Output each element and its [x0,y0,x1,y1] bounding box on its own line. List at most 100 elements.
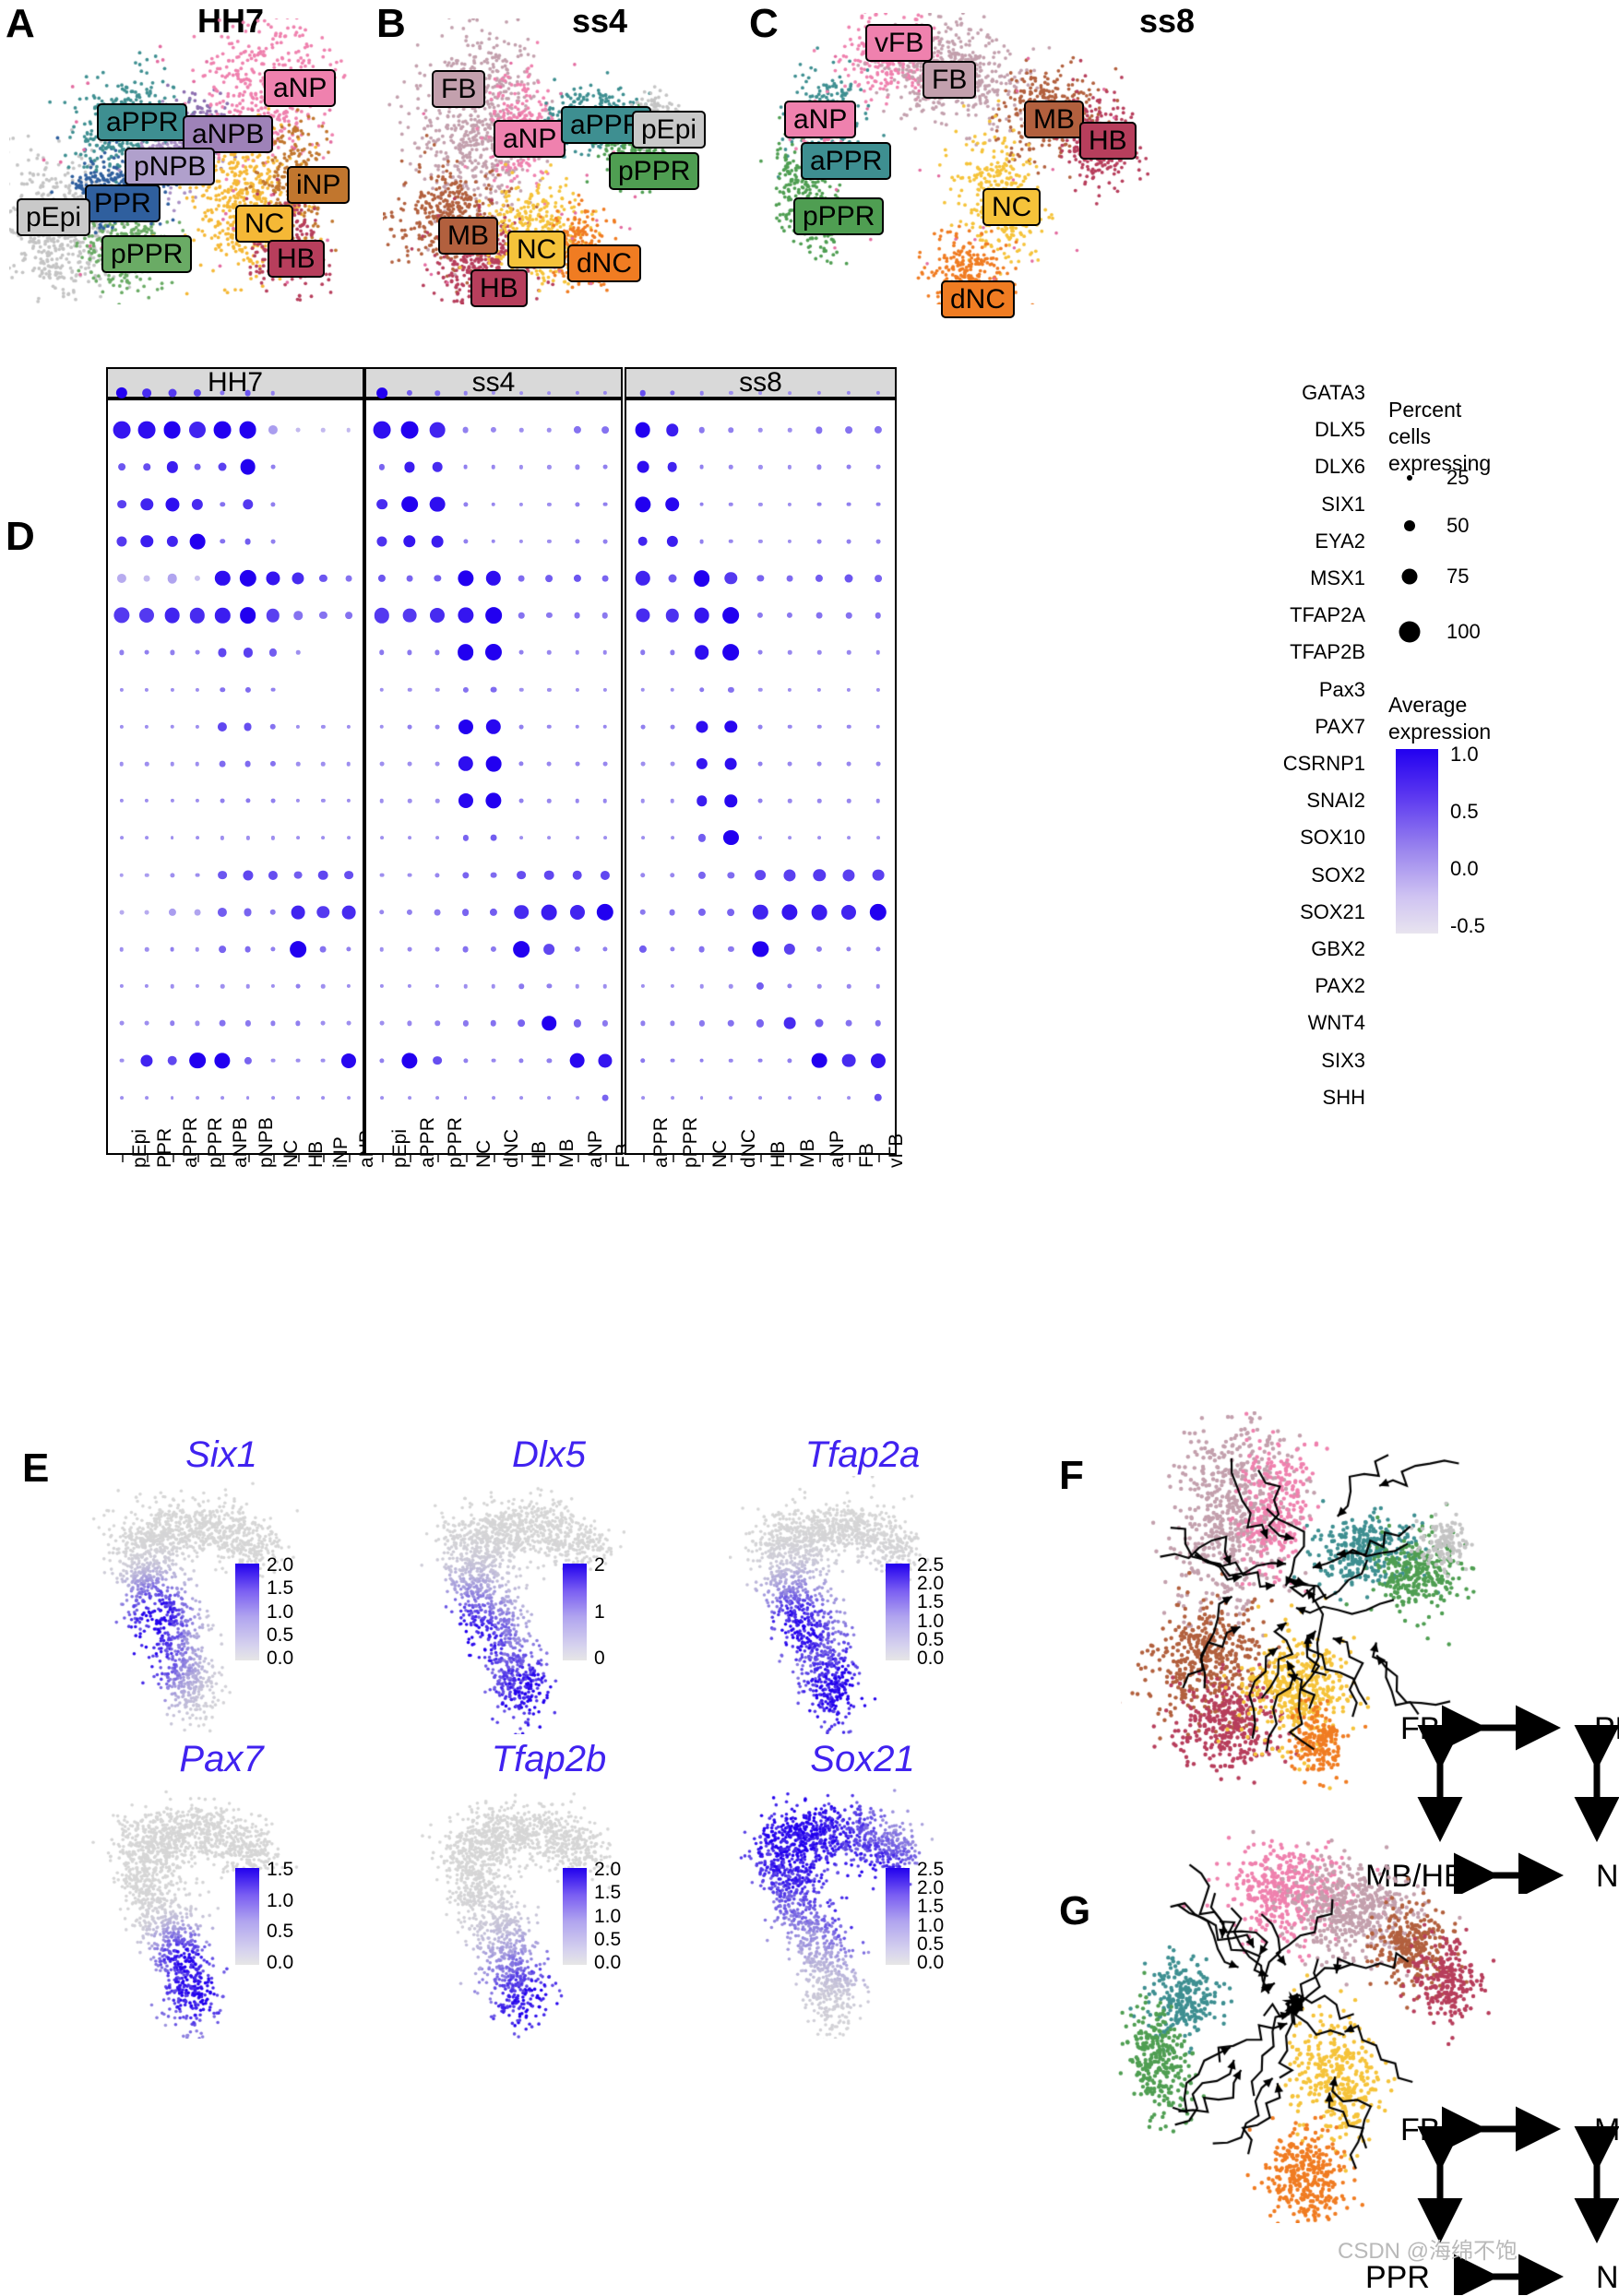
dotplot-dot [145,1095,149,1100]
dotplot-dot [666,535,678,547]
dotplot-dot [379,761,385,767]
dotplot-dot [518,1019,526,1028]
dotplot-dot [491,465,496,470]
dotplot-dot [667,462,677,472]
dotplot-dot [220,798,225,803]
dotplot-dot [518,427,524,433]
dotplot-dot [407,724,412,730]
dotplot-gene-label: SIX1 [1321,492,1365,516]
dotplot-dot [575,761,580,767]
dotplot-dot [195,873,200,878]
cluster-label-appr: aPPR [97,103,188,141]
dotplot-gene-label: DLX6 [1314,455,1365,479]
dotplot-dot [518,1058,524,1064]
dotplot-dot [490,946,496,953]
dotplot-dot [170,724,174,730]
dotplot-dot [245,983,250,989]
dotplot-facet-strip-hh7: HH7 [106,367,364,399]
dotplot-dot [320,946,327,953]
dotplot-dot [575,502,580,507]
dotplot-dot [816,650,822,655]
cluster-label-pnpb: pNPB [125,148,216,185]
dotplot-dot [787,798,792,803]
cluster-label-nc: NC [982,188,1042,226]
dotplot-dot [116,573,126,584]
dotplot-dot [244,1020,251,1027]
dotplot-dot [600,870,610,880]
dotplot-x-tick [348,1155,351,1162]
dotplot-x-label: dNC [500,1128,522,1168]
dotplot-dot [218,907,228,917]
dotplot-dot [189,533,206,550]
dotplot-dot [669,872,675,878]
dotplot-dot [841,1053,856,1067]
dotplot-x-label: pPPR [679,1117,701,1168]
dotplot-dot [378,464,385,470]
dotplot-dot [457,570,474,587]
dotplot-dot [407,687,412,692]
dotplot-dot [169,873,175,878]
dotplot-dot [268,425,278,435]
dotplot-dot [194,575,200,582]
dotplot-dot [547,687,552,692]
dotplot-dot [270,687,276,693]
dotplot-dot [875,983,881,989]
dotplot-dot [817,687,822,692]
cluster-label-hb: HB [1079,122,1137,160]
dotplot-dot [379,910,385,915]
legend-size-value: 50 [1446,514,1470,537]
dotplot-dot [435,836,440,840]
dotplot-dot [458,755,473,772]
dotplot-dot [244,538,251,545]
dotplot-dot [693,570,710,587]
legend-size-dot [1399,621,1421,643]
dotplot-dot [670,946,675,952]
feature-colorbar-tick: 0.0 [594,1952,622,1973]
dotplot-dot [697,908,706,916]
dotplot-dot [875,464,881,470]
dotplot-dot [144,873,149,877]
dotplot-dot [295,983,301,989]
dotplot-dot [485,719,502,734]
dotplot-dot [640,836,645,840]
dotplot-dot [846,650,851,655]
dotplot-dot [846,502,851,507]
dotplot-dot [296,799,301,803]
dotplot-gene-label: SHH [1322,1085,1365,1109]
dotplot-dot [699,390,704,396]
dotplot-dot [601,612,609,619]
feature-colorbar-tfap2a [886,1564,910,1660]
dotplot-dot [119,724,125,729]
legend-colorbar-tick: 0.0 [1450,857,1479,880]
dotplot-dot [786,575,793,582]
dotplot-dot [407,984,412,989]
dotplot-dot [463,1095,468,1100]
dotplot-dot [724,572,738,585]
feature-colorbar-tick: 2.0 [917,1573,945,1595]
dotplot-dot [379,687,385,692]
feature-colorbar-tick: 2.5 [917,1554,945,1576]
cluster-label-pepi: pEpi [632,111,707,149]
dotplot-dot [572,870,582,880]
dotplot-dot [119,799,125,803]
feature-colorbar-tick: 1.0 [594,1905,622,1927]
feature-colorbar-tick: 2 [594,1554,605,1576]
dotplot-dot [788,687,792,692]
dotplot-dot [573,1019,581,1028]
dotplot-panel: GATA3 DLX5 DLX6 SIX1 EYA2 MSX1 TFAP2A TFAP2B Pax… [0,304,1491,1374]
legend-size-value: 75 [1446,565,1470,588]
dotplot-dot [598,1053,613,1068]
dotplot-x-tick [701,1155,704,1162]
dotplot-dot [781,904,798,921]
dotplot-gene-label: PAX2 [1315,974,1365,998]
dotplot-dot [270,1058,276,1064]
dotplot-dot [640,761,646,767]
dotplot-dot [547,650,552,655]
dotplot-dot [729,539,733,544]
dotplot-dot [817,1095,822,1100]
dotplot-dot [346,946,351,952]
dotplot-dot [816,798,822,803]
dotplot-x-tick [196,1155,199,1162]
dotplot-dot [140,535,153,548]
dotplot-dot [189,1052,206,1069]
